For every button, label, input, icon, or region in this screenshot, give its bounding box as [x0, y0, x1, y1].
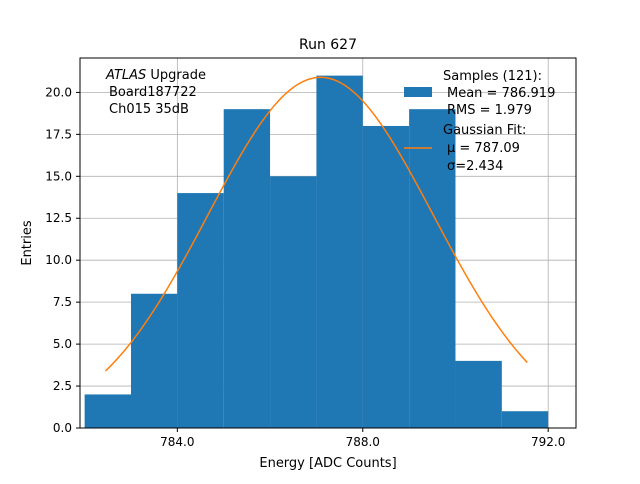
gaussian-fit-curve — [104, 76, 528, 372]
chart-title: Run 627 — [299, 37, 357, 53]
legend-fit-mu: μ = 787.09 — [447, 141, 520, 156]
annotation-board: Board187722 — [109, 85, 197, 100]
histogram-bar — [362, 125, 410, 429]
y-tick-label: 10.0 — [45, 253, 72, 267]
ticks-layer: 784.0 788.0 792.0 0.0 2.5 5.0 7.5 10.0 12.5 15.0 1… — [45, 85, 565, 449]
annotation-experiment-line: ATLAS Upgrade — [105, 68, 206, 83]
fit-layer — [104, 76, 528, 372]
legend-fit-sigma: σ=2.434 — [447, 159, 503, 174]
histogram-bar — [409, 109, 456, 428]
histogram-bar — [501, 411, 549, 428]
annotation-experiment: ATLAS — [105, 68, 146, 83]
legend-fit-title: Gaussian Fit: — [443, 123, 526, 138]
annotation-channel: Ch015 35dB — [109, 102, 189, 117]
y-axis-label: Entries — [20, 220, 35, 266]
y-tick-label: 2.5 — [53, 379, 72, 393]
legend: Samples (121): Mean = 786.919 RMS = 1.97… — [404, 69, 555, 174]
x-tick-label: 792.0 — [531, 435, 565, 449]
annotation-experiment-suffix: Upgrade — [146, 68, 206, 83]
x-axis-label: Energy [ADC Counts] — [259, 456, 396, 471]
x-tick-label: 788.0 — [346, 435, 380, 449]
bars-layer — [84, 75, 549, 429]
annotation-box: ATLAS Upgrade Board187722 Ch015 35dB — [105, 68, 206, 117]
y-tick-label: 12.5 — [45, 211, 72, 225]
histogram-bar — [177, 193, 224, 428]
legend-samples-mean: Mean = 786.919 — [447, 86, 555, 101]
histogram-bar — [223, 109, 271, 428]
y-tick-label: 7.5 — [53, 295, 72, 309]
y-tick-label: 0.0 — [53, 421, 72, 435]
y-tick-label: 15.0 — [45, 169, 72, 183]
y-tick-label: 5.0 — [53, 337, 72, 351]
y-tick-label: 20.0 — [45, 85, 72, 99]
histogram-bar — [316, 75, 363, 428]
y-tick-label: 17.5 — [45, 127, 72, 141]
x-tick-label: 784.0 — [160, 435, 194, 449]
legend-samples-title: Samples (121): — [443, 69, 542, 84]
histogram-bar — [455, 360, 502, 428]
histogram-bar — [84, 394, 131, 428]
legend-samples-swatch — [404, 87, 432, 97]
histogram-bar — [130, 293, 178, 428]
axes-frame — [79, 57, 577, 429]
histogram-bar — [270, 176, 317, 428]
legend-samples-rms: RMS = 1.979 — [447, 103, 532, 118]
